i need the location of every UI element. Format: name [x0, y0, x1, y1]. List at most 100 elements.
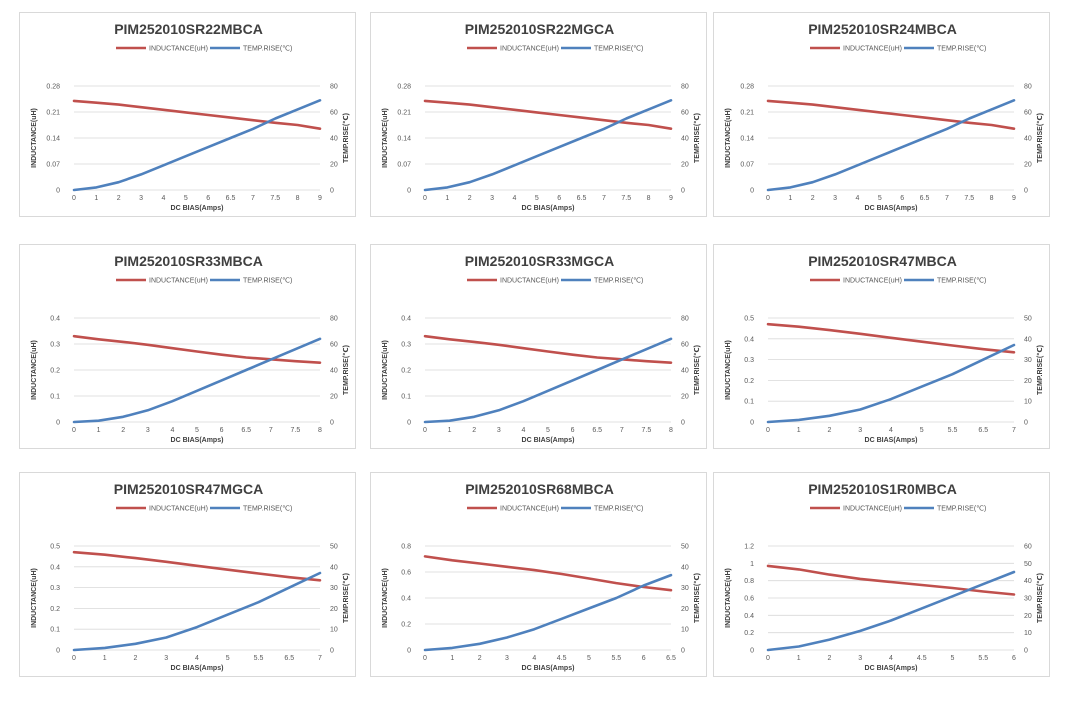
y-tick-left: 0.6: [744, 596, 754, 603]
series-line-inductance: [766, 564, 1016, 596]
x-tick: 3: [858, 655, 862, 662]
x-tick: 6: [1012, 655, 1016, 662]
x-tick: 4: [513, 195, 517, 202]
y-tick-left: 0.1: [50, 627, 60, 634]
y-tick-right: 40: [681, 564, 689, 571]
y-tick-right: 60: [330, 110, 338, 117]
series-line-temp: [766, 570, 1016, 652]
y-tick-right: 0: [681, 188, 685, 195]
x-tick: 5.5: [611, 655, 621, 662]
series-line-inductance: [423, 99, 673, 130]
x-tick: 7: [251, 195, 255, 202]
y-tick-left: 0.1: [50, 394, 60, 401]
series-line-inductance: [766, 322, 1016, 354]
x-tick: 2: [134, 655, 138, 662]
y-axis-label-right: TEMP.RISE(℃): [342, 345, 350, 395]
x-axis-label: DC BIAS(Amps): [522, 437, 575, 444]
x-axis-label: DC BIAS(Amps): [171, 437, 224, 444]
x-tick: 7: [1012, 427, 1016, 434]
x-tick: 1: [103, 655, 107, 662]
y-axis-label-right: TEMP.RISE(℃): [1036, 573, 1044, 623]
legend: INDUCTANCE(uH) TEMP.RISE(℃): [116, 506, 292, 513]
y-axis-label-left: INDUCTANCE(uH): [382, 108, 389, 168]
y-axis-label-right: TEMP.RISE(℃): [693, 345, 701, 395]
y-tick-right: 20: [330, 394, 338, 401]
legend-label-inductance: INDUCTANCE(uH): [500, 506, 559, 513]
y-tick-right: 50: [1024, 561, 1032, 568]
x-tick: 2: [828, 427, 832, 434]
y-tick-right: 60: [330, 342, 338, 349]
x-tick: 2: [472, 427, 476, 434]
x-tick: 6.5: [226, 195, 236, 202]
x-tick: 6.5: [920, 195, 930, 202]
y-tick-left: 0: [407, 188, 411, 195]
y-tick-right: 0: [681, 648, 685, 655]
chart-title: PIM252010SR24MBCA: [808, 21, 957, 37]
y-tick-left: 0.4: [401, 316, 411, 323]
x-tick: 5: [226, 655, 230, 662]
chart-svg: PIM252010SR47MGCA INDUCTANCE(uH) TEMP.RISE…: [31, 481, 350, 672]
legend-label-inductance: INDUCTANCE(uH): [843, 506, 902, 513]
y-tick-right: 20: [681, 606, 689, 613]
chart-panel: PIM252010SR22MBCA INDUCTANCE(uH) TEMP.RISE…: [19, 12, 356, 217]
x-axis-label: DC BIAS(Amps): [865, 205, 918, 212]
y-tick-left: 0: [56, 648, 60, 655]
x-tick: 2: [811, 195, 815, 202]
y-tick-left: 0: [750, 188, 754, 195]
y-tick-left: 0.3: [401, 342, 411, 349]
y-tick-left: 0.14: [46, 136, 60, 143]
y-tick-left: 0.2: [50, 606, 60, 613]
legend-label-temp: TEMP.RISE(℃): [243, 506, 292, 513]
x-tick: 5.5: [254, 655, 264, 662]
y-tick-left: 0.21: [397, 110, 411, 117]
x-tick: 1: [797, 655, 801, 662]
y-tick-left: 0.2: [50, 368, 60, 375]
x-tick: 7: [269, 427, 273, 434]
x-tick: 3: [858, 427, 862, 434]
y-tick-left: 0.4: [744, 336, 754, 343]
legend-label-inductance: INDUCTANCE(uH): [149, 506, 208, 513]
y-tick-left: 0.4: [50, 316, 60, 323]
x-tick: 4: [162, 195, 166, 202]
series-line-temp: [72, 99, 322, 192]
y-tick-left: 0.2: [401, 622, 411, 629]
x-tick: 0: [72, 655, 76, 662]
x-tick: 1: [450, 655, 454, 662]
x-tick: 5: [546, 427, 550, 434]
y-tick-right: 30: [1024, 357, 1032, 364]
y-tick-left: 0.4: [401, 596, 411, 603]
x-tick: 1: [448, 427, 452, 434]
x-tick: 6: [206, 195, 210, 202]
y-tick-right: 30: [1024, 596, 1032, 603]
x-tick: 5: [535, 195, 539, 202]
y-tick-right: 40: [330, 368, 338, 375]
x-tick: 3: [139, 195, 143, 202]
series-line-temp: [72, 571, 322, 652]
series-line-inductance: [423, 555, 673, 592]
legend: INDUCTANCE(uH) TEMP.RISE(℃): [810, 278, 986, 285]
y-tick-left: 0.07: [740, 162, 754, 169]
y-axis-label-right: TEMP.RISE(℃): [693, 113, 701, 163]
x-tick: 1: [445, 195, 449, 202]
x-tick: 0: [766, 195, 770, 202]
chart-panel: PIM252010SR24MBCA INDUCTANCE(uH) TEMP.RISE…: [713, 12, 1050, 217]
x-tick: 3: [833, 195, 837, 202]
y-tick-left: 0.28: [46, 84, 60, 91]
y-tick-left: 0.3: [50, 342, 60, 349]
chart-panel: PIM252010SR33MBCA INDUCTANCE(uH) TEMP.RISE…: [19, 244, 356, 449]
y-tick-left: 1.2: [744, 544, 754, 551]
x-tick: 0: [423, 427, 427, 434]
chart-title: PIM252010SR68MBCA: [465, 481, 614, 497]
chart-title: PIM252010SR47MBCA: [808, 253, 957, 269]
chart-panel: PIM252010S1R0MBCA INDUCTANCE(uH) TEMP.RISE…: [713, 472, 1050, 677]
y-tick-right: 20: [1024, 378, 1032, 385]
x-tick: 6.5: [978, 427, 988, 434]
y-tick-left: 0.2: [744, 630, 754, 637]
x-tick: 6: [220, 427, 224, 434]
y-tick-left: 0: [56, 188, 60, 195]
y-axis-label-right: TEMP.RISE(℃): [1036, 113, 1044, 163]
x-tick: 0: [766, 655, 770, 662]
chart-svg: PIM252010SR47MBCA INDUCTANCE(uH) TEMP.RISE…: [725, 253, 1044, 444]
x-tick: 3: [505, 655, 509, 662]
